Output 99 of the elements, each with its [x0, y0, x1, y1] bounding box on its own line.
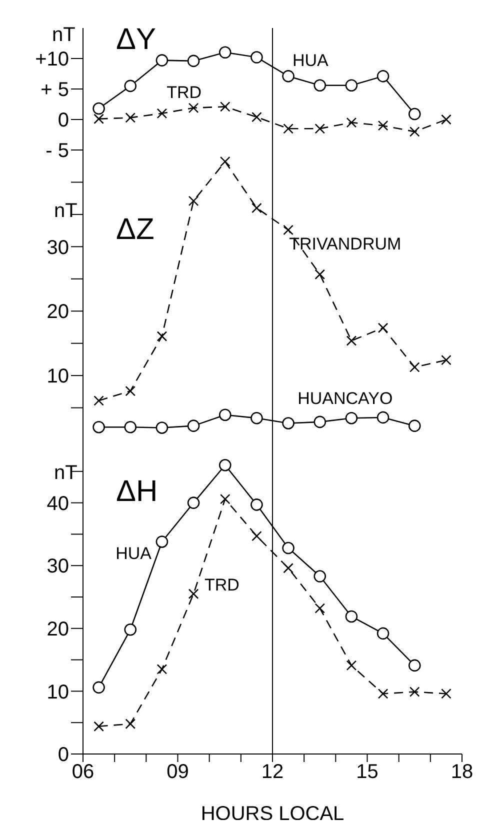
- point: [346, 117, 357, 128]
- point: [282, 542, 294, 554]
- point: [188, 102, 199, 114]
- point: [92, 681, 105, 694]
- point: [376, 70, 390, 82]
- point: [314, 124, 326, 134]
- point: [314, 269, 326, 280]
- point: [156, 108, 168, 119]
- x-tick-label: 15: [356, 761, 378, 784]
- point: [250, 51, 263, 64]
- point: [156, 54, 168, 66]
- point: [346, 660, 357, 671]
- x-axis-title: HOURS LOCAL: [200, 803, 344, 825]
- point: [124, 624, 137, 636]
- point: [376, 411, 390, 424]
- point: [220, 494, 230, 504]
- point: [378, 688, 388, 699]
- point: [252, 202, 262, 214]
- y-axis-title: nT: [52, 24, 76, 46]
- x-tick-label: 09: [166, 761, 189, 784]
- y-tick-label: 10: [46, 681, 69, 704]
- point: [283, 124, 294, 134]
- point: [283, 224, 294, 236]
- x-tick-label: 12: [261, 761, 284, 784]
- point: [252, 530, 262, 542]
- y-axis-title: nT: [54, 462, 78, 484]
- y-axis-title: nT: [54, 200, 78, 222]
- point: [188, 588, 199, 600]
- point: [345, 412, 358, 424]
- y-tick-label: 40: [46, 492, 69, 515]
- series-label: TRIVANDRUM: [289, 234, 402, 254]
- point: [409, 362, 420, 372]
- point: [218, 408, 232, 422]
- point: [218, 46, 232, 59]
- point: [252, 112, 262, 122]
- point: [156, 536, 168, 548]
- point: [250, 412, 263, 424]
- point: [156, 664, 168, 674]
- point: [345, 79, 358, 92]
- point: [125, 718, 136, 730]
- point: [314, 570, 326, 582]
- y-tick-label: 20: [46, 618, 69, 640]
- point: [94, 396, 104, 406]
- y-tick-label: 0: [58, 110, 69, 132]
- point: [282, 417, 294, 430]
- y-tick-label: - 5: [46, 140, 69, 162]
- point: [187, 54, 200, 68]
- point: [441, 688, 452, 699]
- chart-title: ΔY: [116, 23, 156, 56]
- y-tick-label: 0: [58, 744, 69, 766]
- point: [409, 686, 420, 697]
- point: [125, 112, 136, 123]
- point: [376, 627, 390, 640]
- point: [378, 120, 388, 131]
- x-tick-label: 06: [72, 761, 94, 784]
- point: [92, 420, 105, 434]
- point: [409, 126, 420, 137]
- point: [124, 420, 137, 434]
- point: [408, 108, 421, 120]
- y-tick-label: + 5: [40, 79, 69, 102]
- x-tick-label: 18: [450, 761, 474, 784]
- point: [408, 659, 421, 672]
- y-tick-label: 10: [46, 366, 69, 388]
- y-tick-label: +10: [35, 48, 69, 71]
- point: [187, 496, 200, 509]
- y-tick-label: 30: [46, 236, 69, 259]
- point: [441, 114, 452, 125]
- point: [346, 336, 357, 346]
- point: [408, 420, 421, 432]
- point: [188, 196, 199, 206]
- point: [156, 331, 168, 342]
- point: [220, 102, 230, 112]
- point: [283, 562, 294, 574]
- series-label: TRD: [204, 575, 240, 594]
- point: [441, 354, 452, 366]
- series-label: HUANCAYO: [298, 389, 393, 408]
- point: [220, 156, 230, 167]
- series-label: TRD: [166, 83, 202, 102]
- point: [282, 70, 294, 82]
- point: [94, 114, 104, 124]
- text: ΔZ: [116, 213, 154, 246]
- point: [124, 80, 137, 92]
- point: [250, 498, 263, 511]
- point: [94, 721, 104, 732]
- point: [125, 386, 136, 396]
- series-label: HUA: [292, 50, 329, 70]
- point: [187, 420, 200, 432]
- text: ΔH: [116, 475, 158, 508]
- point: [378, 322, 388, 334]
- y-tick-label: 20: [46, 301, 69, 324]
- point: [314, 79, 326, 92]
- series-label: HUA: [116, 544, 152, 564]
- point: [218, 458, 232, 472]
- point: [314, 416, 326, 428]
- y-tick-label: 30: [46, 556, 69, 578]
- point: [92, 102, 105, 115]
- point: [156, 422, 168, 434]
- point: [314, 603, 326, 614]
- point: [345, 610, 358, 623]
